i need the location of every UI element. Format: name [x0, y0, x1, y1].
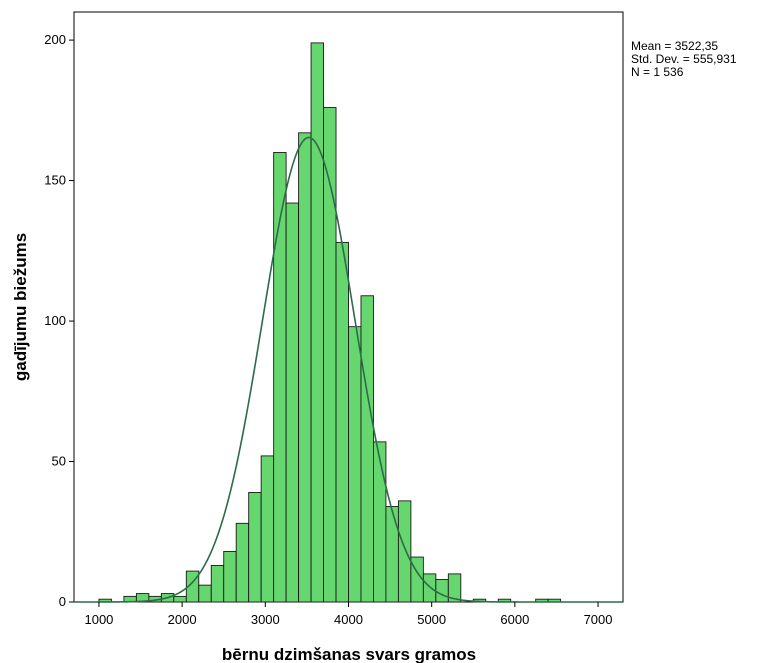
histogram-bar [298, 132, 312, 603]
y-axis-title: gadījumu biežums [11, 233, 30, 381]
normal-curve [74, 136, 623, 603]
histogram-bar [435, 579, 449, 603]
y-tick-label: 100 [44, 313, 66, 328]
x-tick-label: 1000 [84, 612, 113, 627]
stats-sd: Std. Dev. = 555,931 [631, 52, 737, 66]
histogram-bar [348, 326, 362, 603]
stats-mean: Mean = 3522,35 [631, 39, 719, 53]
histogram-bar [260, 455, 275, 603]
y-axis-ticks: 0 50 100 150 200 [44, 32, 74, 609]
stats-box: Mean = 3522,35 Std. Dev. = 555,931 N = 1… [631, 40, 737, 79]
histogram-bar [248, 491, 262, 603]
x-axis-title: bērnu dzimšanas svars gramos [222, 645, 476, 663]
histogram-bar [373, 441, 387, 603]
histogram-bar [385, 506, 399, 603]
histogram-bar [360, 295, 374, 603]
histogram-bar [235, 522, 250, 603]
histogram-bar [285, 202, 300, 603]
histogram-bar [198, 584, 212, 603]
stats-n: N = 1 536 [631, 65, 684, 79]
histogram-bar [310, 42, 325, 603]
x-axis-ticks: 1000 2000 3000 4000 5000 6000 7000 [84, 602, 613, 627]
histogram-bar [397, 500, 412, 603]
x-tick-label: 3000 [251, 612, 280, 627]
x-tick-label: 2000 [168, 612, 197, 627]
y-tick-label: 200 [44, 32, 66, 47]
x-tick-label: 5000 [417, 612, 446, 627]
histogram-bar [173, 595, 187, 603]
histogram-bar [210, 565, 225, 603]
y-tick-label: 0 [59, 594, 66, 609]
histogram-bar [447, 573, 462, 603]
x-tick-label: 7000 [584, 612, 613, 627]
histogram-bar [335, 241, 349, 603]
y-tick-label: 50 [52, 454, 66, 469]
x-tick-label: 6000 [500, 612, 529, 627]
histogram-bar [223, 550, 237, 603]
x-tick-label: 4000 [334, 612, 363, 627]
y-tick-label: 150 [44, 173, 66, 188]
histogram-bar [422, 573, 437, 603]
